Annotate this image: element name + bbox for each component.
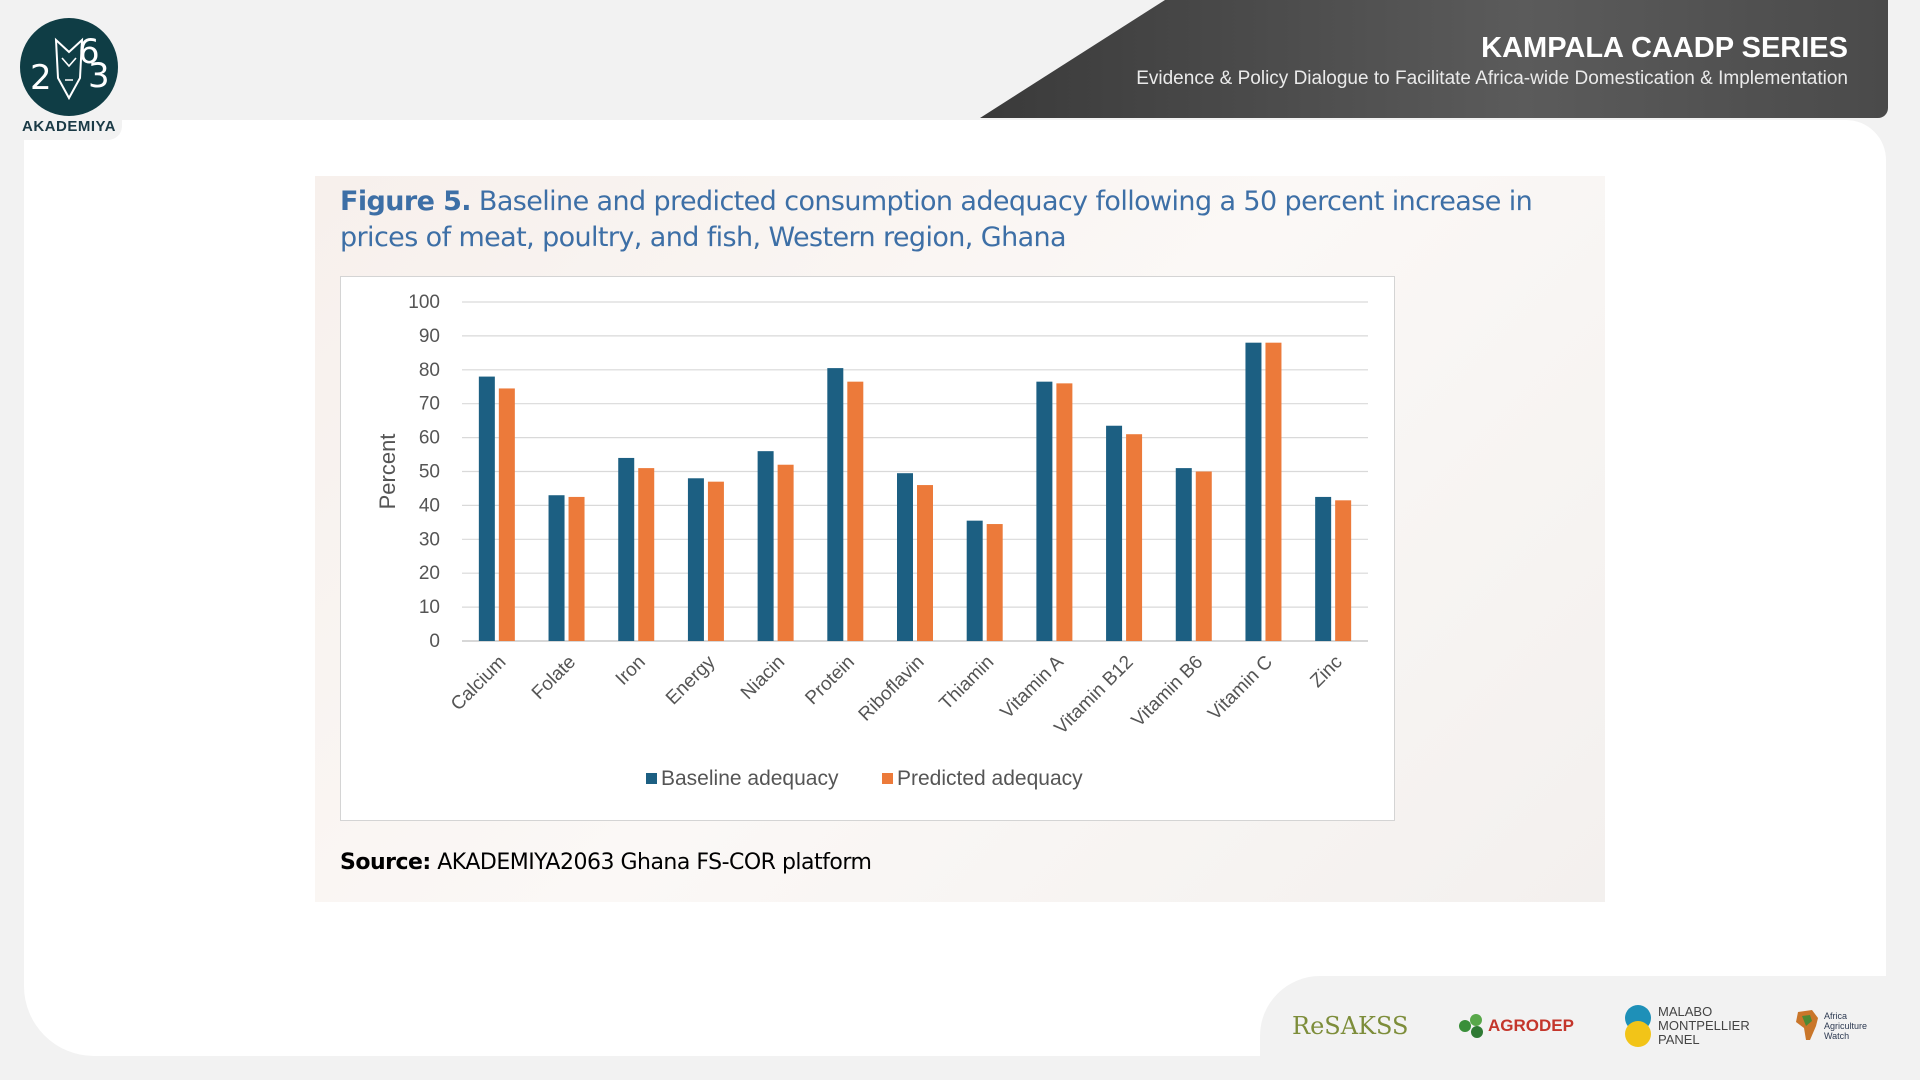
y-tick-label: 0 [429,631,440,652]
bar-baseline [757,451,774,641]
aaw-line-1: Africa [1824,1011,1848,1021]
bar-baseline [966,520,983,641]
aaw-line-3: Watch [1824,1031,1850,1041]
bar-predicted [1195,471,1212,641]
bar-baseline [548,495,565,641]
y-tick-label: 70 [419,394,440,415]
bar-baseline [618,457,635,641]
bar-baseline [1315,496,1332,641]
bar-predicted [568,496,585,641]
x-tick-label: Protein [801,652,858,709]
agrodep-logo-text: AGRODEP [1488,1016,1574,1035]
figure-title-text: Baseline and predicted consumption adequ… [340,186,1533,253]
x-tick-label: Zinc [1306,652,1346,692]
y-tick-label: 40 [419,495,440,516]
bar-predicted [1335,500,1352,641]
chart-container: 0 10 20 30 40 50 60 70 80 90 100 Percent Calcium Fola… [340,276,1395,821]
partner-strip [1260,976,1892,1080]
partner-agrodep: AGRODEP [1456,1004,1574,1048]
africa-map-icon [1796,1010,1818,1040]
x-tick-label: Calcium [447,652,510,715]
x-tick-label: Vitamin B6 [1128,652,1208,732]
bar-chart: 0 10 20 30 40 50 60 70 80 90 100 Percent Calcium Fola… [375,292,1368,790]
akademiya-logo: 2 6 3 AKADEMIYA [10,10,122,140]
logo-glyph-6: 6 [78,32,100,72]
bar-baseline [897,473,913,641]
malabo-line-1: MALABO [1658,1004,1713,1019]
bar-predicted [707,481,724,641]
banner-title: KAMPALA CAADP SERIES [1481,32,1848,64]
source-label: Source: [340,850,431,875]
source-text: AKADEMIYA2063 Ghana FS-COR platform [437,850,872,875]
partner-resakss: ReSAKSS [1292,1004,1408,1048]
bar-predicted [1056,383,1073,641]
x-tick-label: Vitamin A [997,651,1069,723]
bar-predicted [917,485,933,641]
bar-baseline [1245,342,1262,641]
source-note: Source: AKADEMIYA2063 Ghana FS-COR platf… [340,850,872,875]
banner-subtitle: Evidence & Policy Dialogue to Facilitate… [1136,68,1848,89]
y-tick-label: 80 [419,360,440,381]
resakss-logo-text: ReSAKSS [1292,1012,1409,1040]
bar-baseline [1106,425,1123,641]
x-tick-label: Thiamin [936,652,999,715]
x-tick-label: Folate [528,652,580,704]
bar-baseline [687,478,704,641]
partner-malabo: MALABO MONTPELLIER PANEL [1622,1004,1750,1048]
logo-text: AKADEMIYA [22,118,116,135]
y-tick-label: 30 [419,529,440,550]
bar-predicted [1126,434,1143,641]
figure-title: Figure 5. Baseline and predicted consump… [340,184,1590,256]
y-tick-label: 100 [408,292,440,313]
figure-label: Figure 5. [340,186,472,217]
bar-baseline [478,376,495,641]
x-tick-label: Vitamin C [1204,652,1277,725]
legend-label-baseline: Baseline adequacy [661,767,839,790]
x-tick-label: Riboflavin [855,652,929,726]
x-tick-label: Niacin [737,652,789,704]
x-tick-label: Energy [662,651,720,709]
bar-baseline [1036,381,1053,641]
malabo-icon [1625,1005,1651,1047]
bar-predicted [498,388,515,641]
agrodep-icon [1459,1014,1483,1038]
y-tick-label: 50 [419,462,440,483]
logo-figure-icon [54,37,84,101]
legend-label-predicted: Predicted adequacy [897,767,1083,790]
partner-aaw: Africa Agriculture Watch [1792,1004,1867,1048]
malabo-line-3: PANEL [1658,1032,1700,1047]
bar-predicted [847,381,864,641]
malabo-line-2: MONTPELLIER [1658,1018,1750,1033]
aaw-label: Africa Agriculture Watch [1824,1011,1867,1041]
bar-baseline [827,368,844,641]
header-banner: KAMPALA CAADP SERIES Evidence & Policy D… [980,0,1888,118]
y-axis-label: Percent [375,434,400,510]
logo-emblem-icon: 2 6 3 [20,18,118,116]
bar-predicted [638,468,655,641]
x-tick-label: Iron [612,652,650,690]
bar-predicted [1265,342,1282,641]
logo-glyph-3: 3 [88,56,110,96]
legend-swatch-baseline [646,773,657,784]
y-tick-label: 10 [419,597,440,618]
logo-glyph-2: 2 [30,58,52,98]
y-tick-label: 90 [419,326,440,347]
legend-swatch-predicted [882,773,893,784]
bar-predicted [777,464,794,641]
malabo-label: MALABO MONTPELLIER PANEL [1658,1005,1750,1047]
y-tick-label: 20 [419,563,440,584]
aaw-line-2: Agriculture [1824,1021,1868,1031]
bar-predicted [986,524,1003,641]
y-tick-label: 60 [419,428,440,449]
bar-baseline [1175,468,1192,641]
